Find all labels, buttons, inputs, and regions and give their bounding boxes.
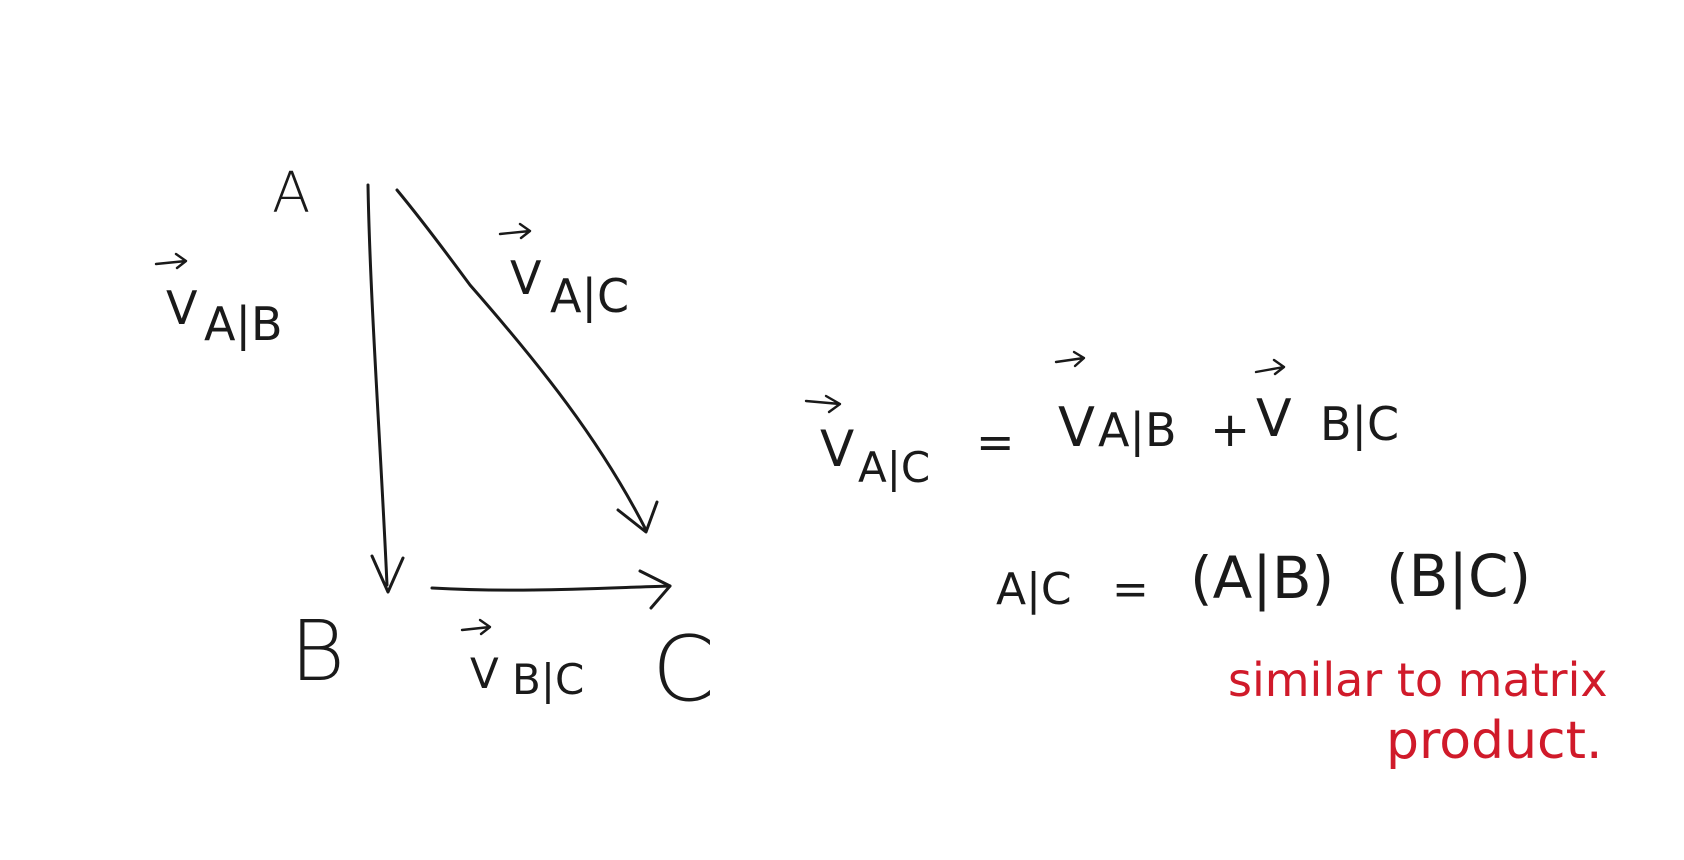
matrix-note-line1: similar to matrix (1228, 653, 1608, 707)
vector-ab-label: V A|B (154, 252, 283, 352)
vector-sum-lhs-overarrow (804, 394, 842, 414)
vector-bc-label: V B|C (460, 618, 584, 704)
vector-ac-head (616, 500, 659, 534)
vector-ab-shaft (366, 183, 389, 587)
vector-ab-symbol: V (166, 281, 198, 335)
vector-sum-term2-subscript: B|C (1320, 397, 1399, 452)
vector-bc-shaft (430, 584, 672, 592)
vector-sum-equation: V A|C = V A|B + V B|C (804, 350, 1399, 492)
frame-product-lhs: A|C (996, 564, 1072, 615)
vector-sum-term1-overarrow (1054, 350, 1086, 368)
vector-bc-symbol: V (470, 649, 499, 698)
vector-sum-term1-symbol: V (1058, 396, 1095, 459)
vector-ab-arrow (366, 183, 405, 594)
matrix-note: similar to matrix product. (1228, 653, 1608, 771)
point-b-label: B (290, 602, 345, 700)
frame-product-equation: A|C = (A|B) (B|C) (996, 542, 1531, 615)
vector-sum-equals: = (976, 415, 1015, 469)
matrix-note-line2: product. (1386, 711, 1603, 771)
vector-ac-symbol: V (510, 251, 542, 305)
vector-ac-shaft (395, 188, 648, 532)
point-a-label: A (272, 161, 310, 226)
vector-sum-lhs-symbol: V (820, 420, 854, 478)
vector-ab-overarrow (154, 252, 188, 270)
vector-bc-head (638, 569, 672, 610)
frame-product-factor1: (A|B) (1190, 544, 1334, 612)
vector-bc-overarrow (460, 618, 492, 636)
vector-sum-lhs-subscript: A|C (858, 443, 930, 492)
frame-product-equals: = (1112, 564, 1149, 615)
vector-ac-arrow (395, 188, 659, 534)
vector-sum-term2-overarrow (1254, 358, 1286, 376)
vector-ac-overarrow (498, 222, 532, 240)
point-c-label: C (652, 617, 715, 722)
vector-sum-term2-symbol: V (1256, 389, 1292, 449)
vector-bc-arrow (430, 569, 672, 610)
vector-ab-subscript: A|B (204, 297, 283, 352)
vector-ac-subscript: A|C (550, 269, 629, 324)
vector-ab-head (370, 554, 405, 594)
vector-sum-term1-subscript: A|B (1098, 403, 1177, 458)
vector-ac-label: V A|C (498, 222, 629, 324)
frame-product-factor2: (B|C) (1386, 542, 1531, 610)
vector-sum-plus: + (1210, 402, 1250, 458)
vector-bc-subscript: B|C (512, 655, 584, 704)
